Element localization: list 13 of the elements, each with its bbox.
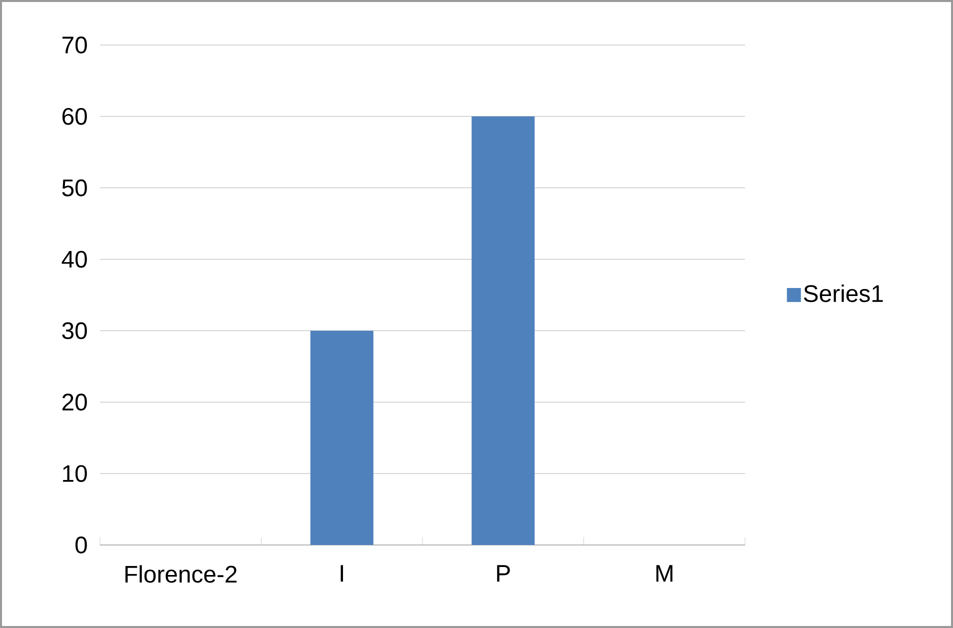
x-tick-label: P <box>497 565 510 582</box>
legend-label: Series1 <box>804 284 883 302</box>
y-tick-label: 20 <box>62 394 87 411</box>
y-tick-label: 40 <box>62 250 87 268</box>
y-tick-label: 30 <box>62 322 87 340</box>
x-tick-label: Florence-2 <box>125 565 237 583</box>
x-tick-label: I <box>340 565 343 582</box>
y-tick-label: 0 <box>75 536 87 554</box>
y-tick-label: 70 <box>62 36 87 54</box>
x-tick-label: M <box>656 565 672 582</box>
y-tick-label: 50 <box>62 179 87 196</box>
y-tick-label: 60 <box>62 108 87 125</box>
y-tick-label: 10 <box>63 465 87 482</box>
